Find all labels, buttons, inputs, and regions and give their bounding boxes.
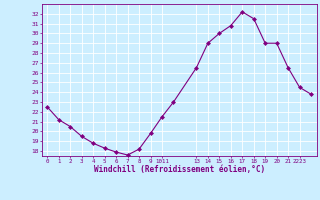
X-axis label: Windchill (Refroidissement éolien,°C): Windchill (Refroidissement éolien,°C) — [94, 165, 265, 174]
